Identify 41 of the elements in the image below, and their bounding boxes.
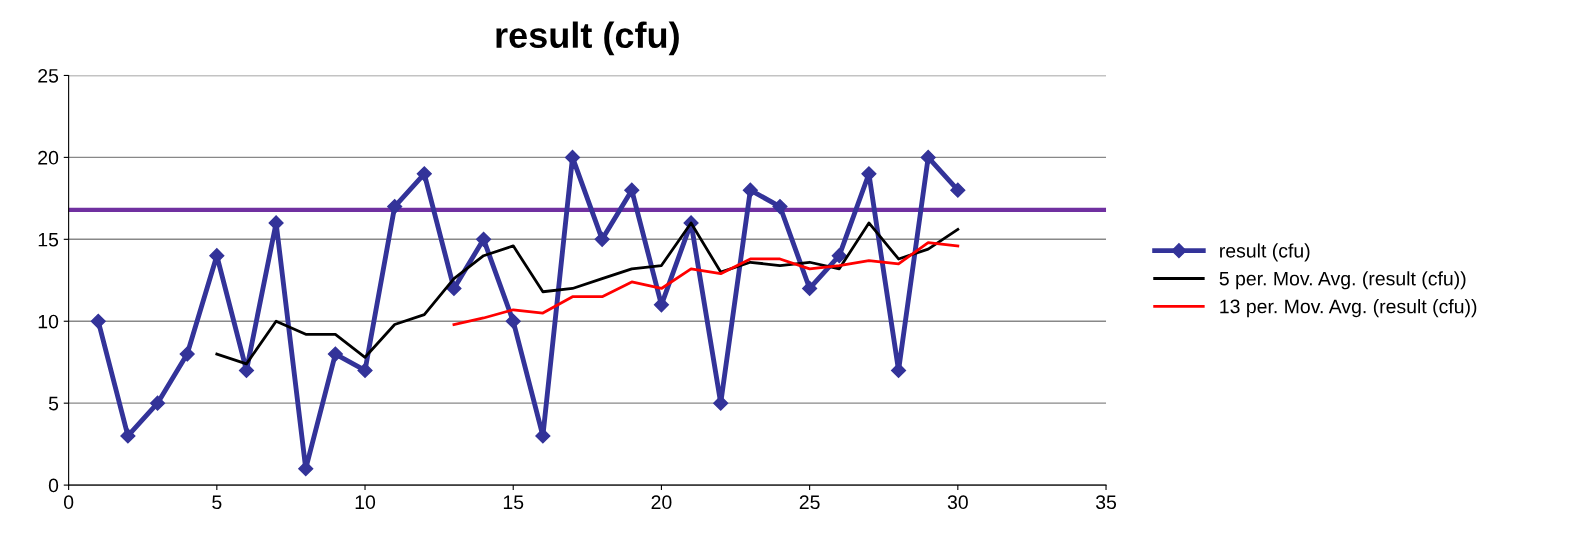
point [594, 231, 610, 247]
point [179, 346, 195, 362]
point [624, 182, 640, 198]
point [535, 428, 551, 444]
x-tick-label: 20 [651, 495, 672, 510]
legend-label: 13 per. Mov. Avg. (result (cfu)) [1220, 299, 1477, 318]
point [120, 428, 136, 444]
point [742, 182, 758, 198]
x-tick-label: 30 [947, 495, 968, 510]
x-tick-label: 0 [63, 495, 74, 510]
point [357, 362, 373, 378]
x-tick-label: 35 [1095, 495, 1117, 510]
point [476, 231, 492, 247]
point [298, 461, 314, 477]
point [950, 182, 966, 198]
point [416, 166, 432, 182]
y-tick-label: 15 [38, 232, 59, 247]
point [387, 198, 403, 215]
y-tick-label: 10 [38, 314, 59, 329]
legend-label: 5 per. Mov. Avg. (result (cfu)) [1219, 271, 1466, 290]
point [802, 280, 818, 297]
point [90, 313, 106, 329]
y-tick-label: 0 [48, 478, 59, 493]
legend-label: result (cfu) [1220, 243, 1310, 262]
line-series [452, 241, 960, 326]
x-tick-label: 10 [355, 495, 376, 510]
point [831, 248, 847, 264]
point [920, 149, 936, 165]
y-tick-label: 20 [38, 150, 59, 165]
y-tick-label: 25 [38, 68, 59, 83]
x-tick-label: 5 [212, 495, 222, 510]
point [149, 395, 166, 411]
point [446, 280, 462, 297]
point [772, 198, 788, 215]
x-tick-label: 15 [503, 495, 524, 510]
chart-title: result (cfu) [496, 21, 679, 56]
point [564, 149, 581, 165]
point [505, 313, 521, 329]
point [327, 346, 343, 362]
y-tick-label: 5 [48, 396, 59, 411]
x-tick-label: 25 [799, 495, 820, 510]
